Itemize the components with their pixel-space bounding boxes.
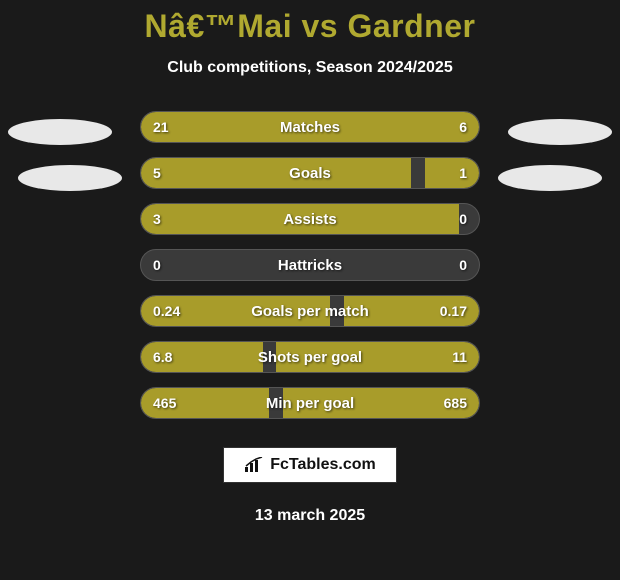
bar-right (398, 112, 479, 142)
chart-icon (244, 457, 264, 473)
bar-left (141, 388, 269, 418)
bar-right (276, 342, 479, 372)
bar-right (283, 388, 479, 418)
stat-row: Goals per match0.240.17 (140, 295, 480, 327)
stat-row: Matches216 (140, 111, 480, 143)
bar-left (141, 158, 411, 188)
bar-right (344, 296, 479, 326)
bar-right (425, 158, 479, 188)
player-right-ellipse-1 (508, 119, 612, 145)
stat-value-right: 0 (459, 250, 467, 280)
footer-badge[interactable]: FcTables.com (223, 447, 397, 483)
page-subtitle: Club competitions, Season 2024/2025 (167, 59, 452, 77)
stat-row: Hattricks0 0 (140, 249, 480, 281)
bar-left (141, 342, 263, 372)
stat-rows: Matches216Goals51Assists30Hattricks00Goa… (140, 111, 480, 433)
page-title: Nâ€™Mai vs Gardner (145, 8, 476, 45)
stat-row: Goals51 (140, 157, 480, 189)
stat-label: Hattricks (141, 250, 479, 280)
player-right-ellipse-2 (498, 165, 602, 191)
date-label: 13 march 2025 (255, 507, 365, 525)
player-left-ellipse-1 (8, 119, 112, 145)
footer-brand: FcTables.com (270, 456, 376, 474)
stat-row: Assists30 (140, 203, 480, 235)
stat-row: Min per goal465685 (140, 387, 480, 419)
bar-left (141, 296, 330, 326)
player-left-ellipse-2 (18, 165, 122, 191)
bar-left (141, 112, 398, 142)
stats-area: Matches216Goals51Assists30Hattricks00Goa… (0, 111, 620, 433)
stat-value-left: 0 (153, 250, 161, 280)
bar-left (141, 204, 459, 234)
comparison-container: Nâ€™Mai vs Gardner Club competitions, Se… (0, 0, 620, 580)
stat-row: Shots per goal6.811 (140, 341, 480, 373)
stat-value-right: 0 (459, 204, 467, 234)
